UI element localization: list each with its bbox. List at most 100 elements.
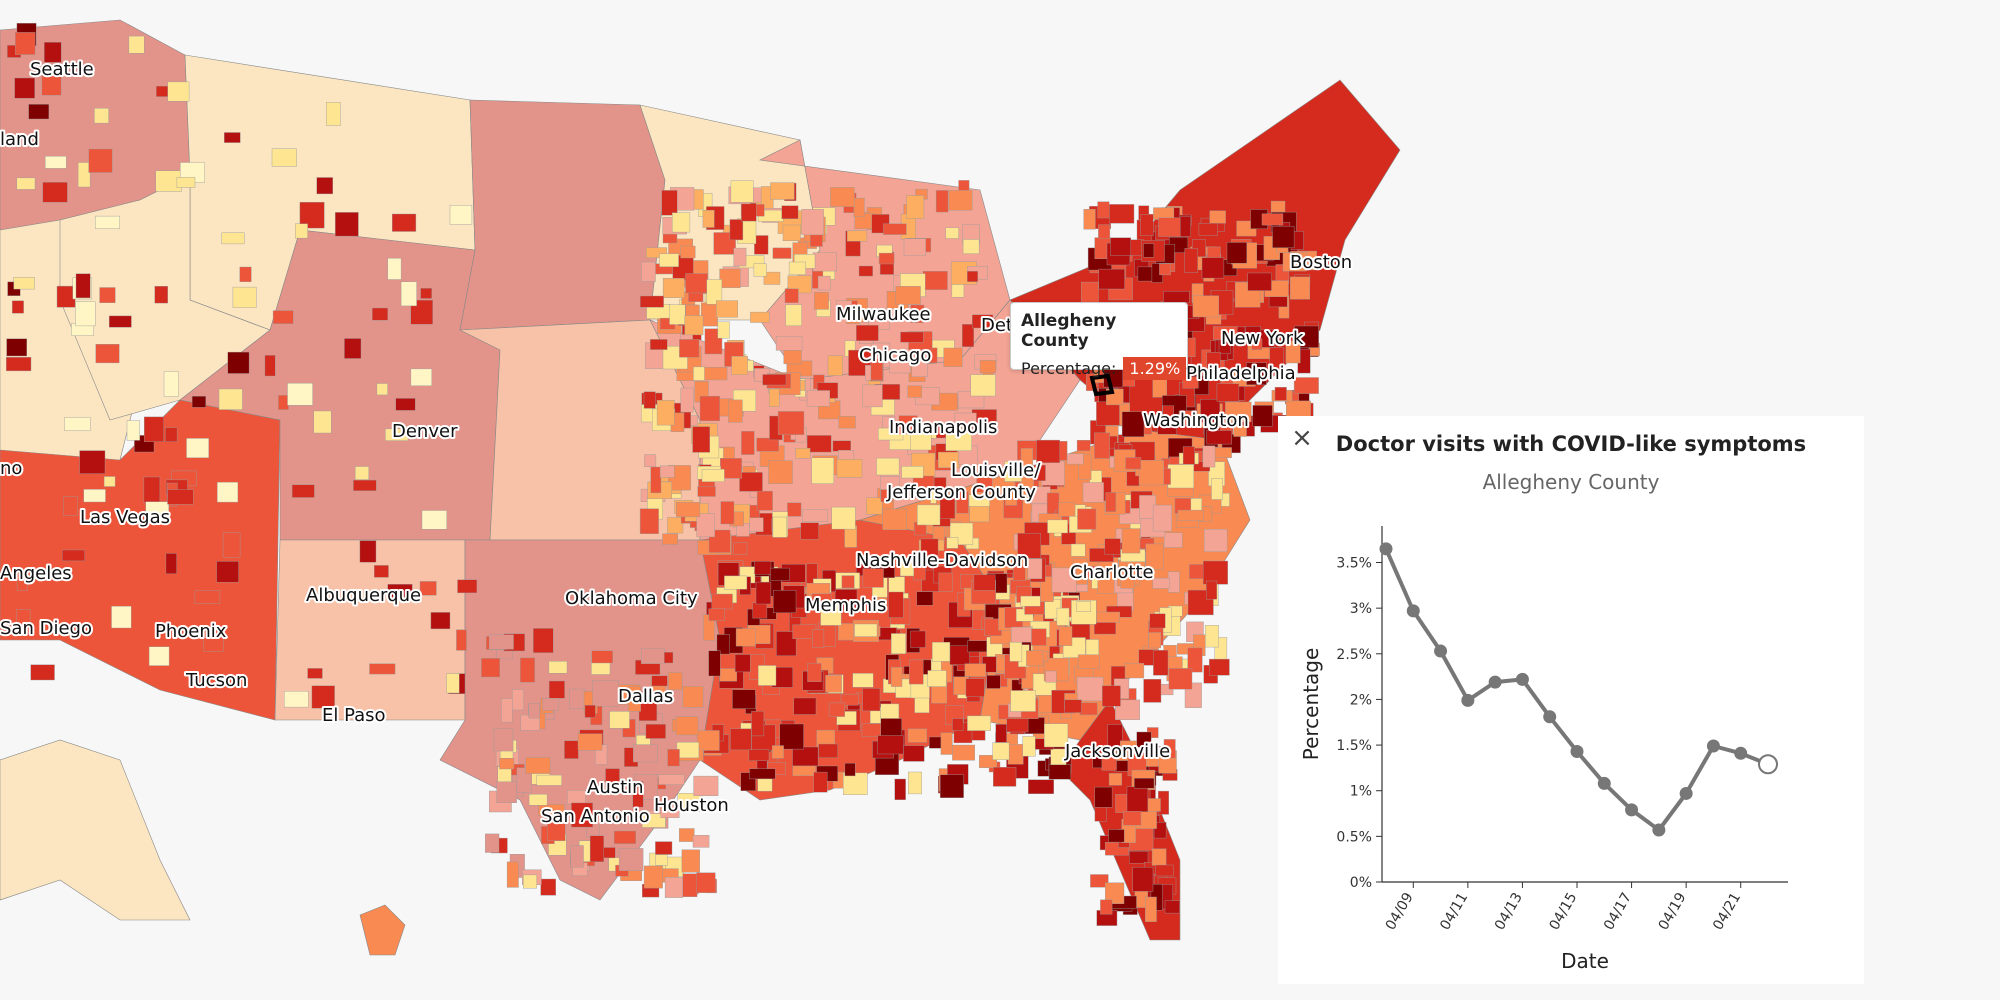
county-cell[interactable]: [733, 542, 748, 555]
county-cell[interactable]: [421, 510, 447, 530]
county-cell[interactable]: [716, 634, 730, 655]
county-cell[interactable]: [948, 190, 973, 211]
county-cell[interactable]: [410, 368, 432, 386]
county-cell[interactable]: [972, 314, 994, 329]
county-cell[interactable]: [772, 745, 784, 759]
county-cell[interactable]: [316, 177, 333, 195]
county-cell[interactable]: [866, 497, 883, 515]
county-cell[interactable]: [28, 104, 50, 120]
county-cell[interactable]: [748, 749, 770, 761]
county-cell[interactable]: [1274, 387, 1287, 401]
county-cell[interactable]: [548, 680, 565, 699]
county-cell[interactable]: [154, 286, 168, 304]
county-cell[interactable]: [883, 223, 907, 235]
county-cell[interactable]: [589, 835, 604, 862]
county-cell[interactable]: [410, 299, 433, 325]
county-cell[interactable]: [650, 466, 662, 494]
county-cell[interactable]: [754, 561, 772, 575]
county-cell[interactable]: [1044, 723, 1069, 748]
county-cell[interactable]: [763, 271, 781, 285]
county-cell[interactable]: [1192, 295, 1220, 318]
county-cell[interactable]: [645, 724, 666, 739]
county-cell[interactable]: [1020, 448, 1033, 469]
county-cell[interactable]: [854, 623, 878, 637]
county-cell[interactable]: [659, 253, 679, 267]
county-cell[interactable]: [186, 438, 209, 458]
county-cell[interactable]: [1212, 326, 1238, 340]
county-cell[interactable]: [499, 758, 515, 770]
county-cell[interactable]: [785, 304, 802, 327]
county-cell[interactable]: [95, 344, 120, 364]
county-cell[interactable]: [756, 437, 779, 452]
county-cell[interactable]: [812, 629, 825, 648]
county-cell[interactable]: [877, 735, 904, 755]
county-cell[interactable]: [964, 663, 987, 677]
county-cell[interactable]: [756, 490, 773, 511]
county-cell[interactable]: [6, 338, 28, 357]
county-cell[interactable]: [167, 489, 194, 505]
county-cell[interactable]: [716, 300, 739, 318]
county-cell[interactable]: [592, 680, 619, 707]
county-cell[interactable]: [1205, 580, 1218, 600]
county-cell[interactable]: [1076, 676, 1104, 702]
county-cell[interactable]: [973, 574, 996, 591]
county-cell[interactable]: [952, 744, 975, 761]
region-hawaii[interactable]: [359, 904, 406, 956]
county-cell[interactable]: [976, 476, 993, 493]
county-cell[interactable]: [946, 537, 959, 549]
county-cell[interactable]: [216, 561, 239, 583]
county-cell[interactable]: [56, 285, 76, 308]
county-cell[interactable]: [376, 383, 388, 396]
county-cell[interactable]: [506, 861, 519, 888]
county-cell[interactable]: [1207, 246, 1221, 259]
county-cell[interactable]: [1152, 577, 1170, 589]
county-cell[interactable]: [1216, 383, 1240, 402]
county-cell[interactable]: [1211, 478, 1223, 500]
county-cell[interactable]: [811, 457, 835, 484]
county-cell[interactable]: [1152, 504, 1172, 532]
county-cell[interactable]: [632, 781, 644, 808]
county-cell[interactable]: [1182, 446, 1195, 465]
county-cell[interactable]: [699, 395, 720, 422]
county-cell[interactable]: [769, 388, 780, 407]
data-point[interactable]: [1488, 675, 1502, 689]
county-cell[interactable]: [456, 629, 467, 651]
county-cell[interactable]: [719, 268, 741, 288]
county-cell[interactable]: [940, 774, 964, 798]
county-cell[interactable]: [852, 673, 874, 688]
county-cell[interactable]: [1101, 685, 1121, 707]
county-cell[interactable]: [103, 476, 116, 487]
data-point[interactable]: [1652, 823, 1666, 837]
county-cell[interactable]: [1140, 214, 1154, 237]
county-cell[interactable]: [538, 804, 565, 816]
county-cell[interactable]: [1203, 529, 1228, 552]
county-cell[interactable]: [1107, 724, 1123, 749]
county-cell[interactable]: [843, 772, 868, 795]
county-cell[interactable]: [1246, 362, 1267, 385]
county-cell[interactable]: [449, 204, 473, 225]
county-cell[interactable]: [862, 568, 884, 588]
county-cell[interactable]: [77, 162, 91, 188]
county-cell[interactable]: [831, 506, 856, 530]
county-cell[interactable]: [326, 102, 341, 126]
county-cell[interactable]: [1178, 410, 1198, 427]
county-cell[interactable]: [661, 190, 678, 216]
county-cell[interactable]: [916, 591, 934, 606]
county-cell[interactable]: [488, 634, 514, 650]
county-cell[interactable]: [344, 338, 362, 359]
county-cell[interactable]: [1184, 248, 1198, 273]
county-cell[interactable]: [430, 612, 451, 630]
county-cell[interactable]: [516, 767, 532, 793]
county-cell[interactable]: [307, 668, 323, 679]
county-cell[interactable]: [528, 794, 548, 806]
county-cell[interactable]: [335, 212, 359, 237]
county-cell[interactable]: [830, 187, 855, 207]
county-cell[interactable]: [126, 420, 140, 441]
county-cell[interactable]: [1094, 432, 1111, 459]
county-cell[interactable]: [949, 645, 970, 665]
county-cell[interactable]: [840, 693, 859, 706]
county-cell[interactable]: [1100, 899, 1113, 915]
county-cell[interactable]: [1226, 242, 1247, 264]
county-cell[interactable]: [16, 177, 36, 190]
county-cell[interactable]: [878, 252, 895, 265]
